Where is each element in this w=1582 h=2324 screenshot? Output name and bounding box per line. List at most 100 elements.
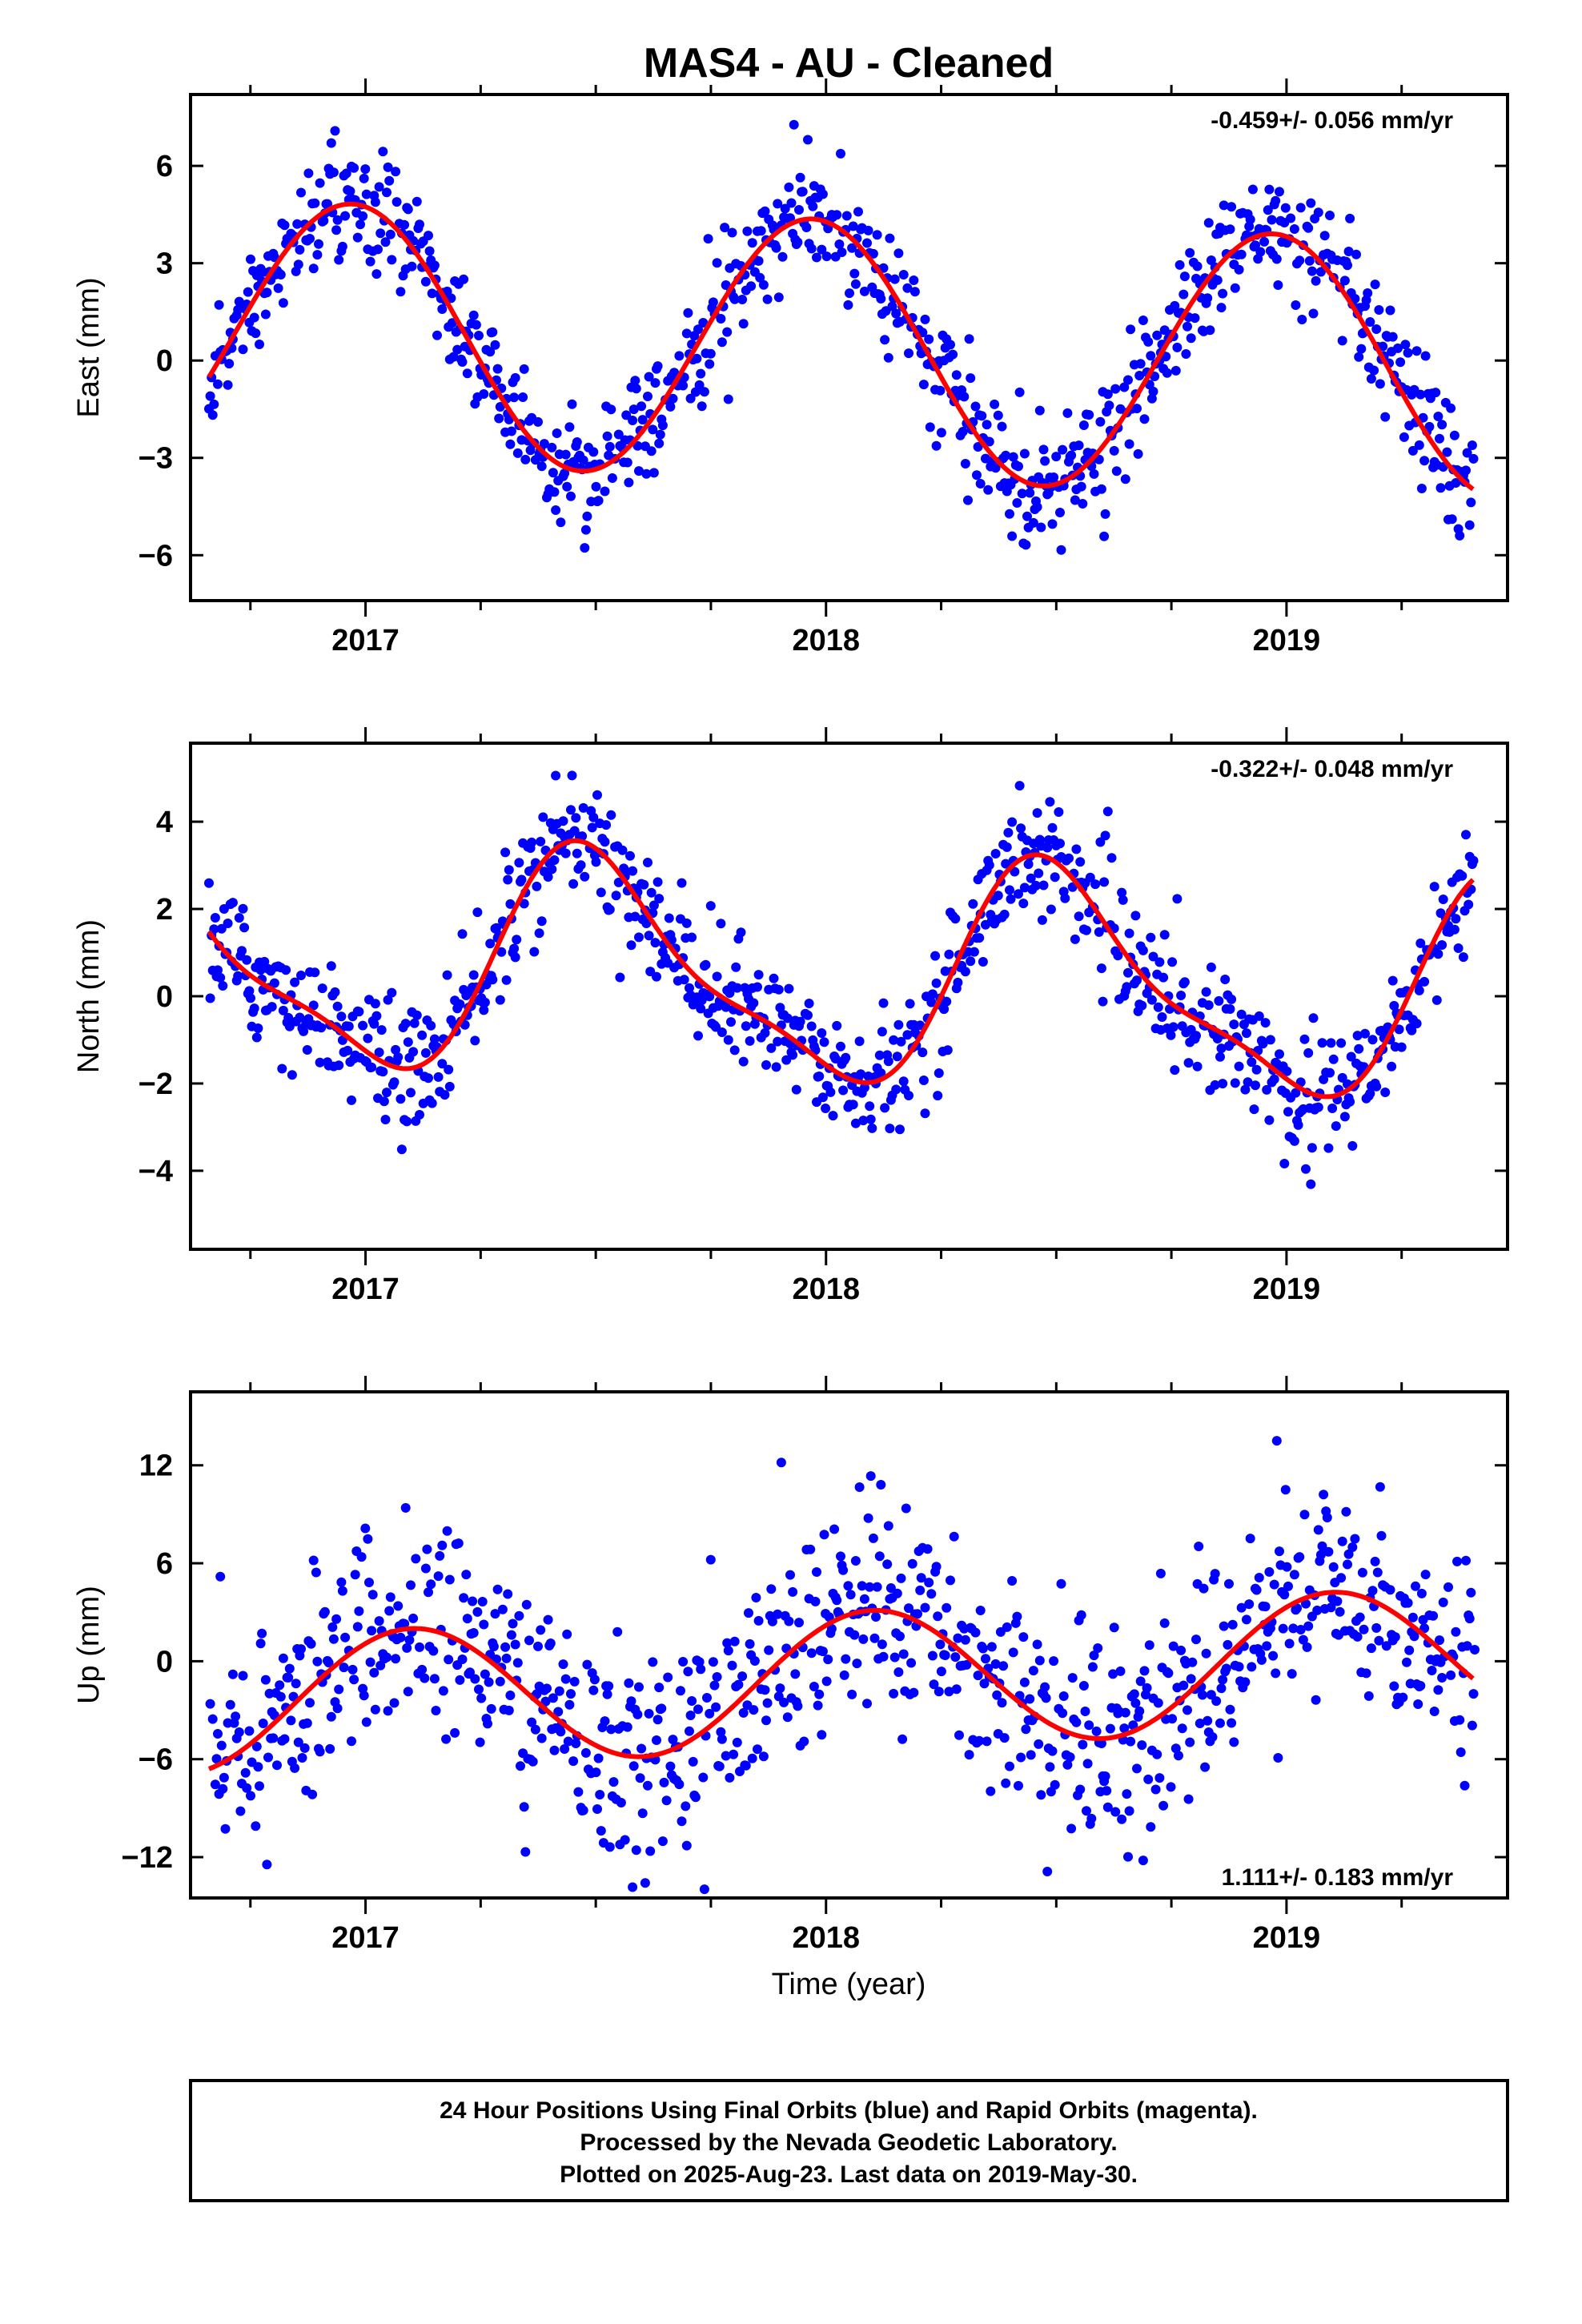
data-point: [1211, 1696, 1222, 1707]
data-point: [1389, 1681, 1399, 1691]
data-point: [552, 428, 562, 438]
data-point: [1293, 1120, 1303, 1130]
data-point: [927, 989, 938, 999]
data-point: [1212, 275, 1223, 285]
data-point: [773, 1036, 783, 1047]
data-point: [1130, 1698, 1141, 1708]
data-point: [604, 904, 615, 915]
data-point: [1326, 1038, 1336, 1048]
data-point: [806, 1648, 817, 1659]
data-point: [1007, 817, 1018, 827]
data-point: [354, 1606, 364, 1616]
data-point: [1203, 293, 1213, 304]
data-point: [1302, 1642, 1312, 1652]
data-point: [1354, 1043, 1364, 1054]
data-point: [1467, 1720, 1477, 1731]
data-point: [1166, 1030, 1176, 1040]
y-tick-label: 4: [156, 806, 173, 839]
data-point: [437, 1059, 448, 1069]
data-point: [361, 189, 371, 199]
data-point: [643, 392, 652, 401]
data-point: [521, 1599, 532, 1610]
data-point: [604, 441, 615, 452]
data-point: [1098, 996, 1108, 1007]
data-point: [962, 1659, 972, 1670]
data-point: [474, 331, 484, 340]
data-point: [1157, 1012, 1167, 1022]
data-point: [1343, 1549, 1354, 1559]
data-point: [505, 1691, 516, 1700]
data-point: [1468, 855, 1479, 866]
data-point: [1315, 1550, 1326, 1560]
data-point: [251, 1741, 262, 1751]
data-point: [876, 1480, 886, 1490]
data-point: [1203, 218, 1214, 228]
data-point: [712, 1672, 722, 1682]
data-point: [1292, 1603, 1302, 1614]
data-point: [1034, 868, 1044, 879]
data-point: [690, 1792, 701, 1803]
data-point: [1325, 211, 1335, 220]
data-point: [207, 410, 218, 420]
data-point: [1299, 1034, 1310, 1044]
data-point: [847, 243, 857, 253]
data-point: [1190, 313, 1200, 324]
data-point: [593, 496, 604, 506]
data-point: [1066, 1823, 1077, 1834]
data-point: [281, 965, 291, 975]
y-axis-label: North (mm): [72, 919, 106, 1073]
data-point: [749, 1656, 760, 1666]
data-point: [654, 438, 665, 448]
data-point: [566, 1689, 576, 1699]
data-point: [780, 203, 790, 214]
data-point: [709, 1680, 720, 1691]
data-point: [1026, 873, 1036, 883]
data-point: [400, 1502, 411, 1513]
data-point: [693, 324, 703, 335]
data-point: [1076, 1610, 1086, 1620]
data-point: [485, 347, 496, 357]
data-point: [1102, 389, 1113, 400]
data-point: [1034, 405, 1045, 416]
data-point: [209, 399, 219, 409]
footer-frame: [189, 2079, 1509, 2202]
data-point: [536, 461, 547, 472]
data-point: [741, 1760, 751, 1771]
data-point: [837, 247, 847, 257]
data-point: [777, 251, 788, 262]
data-point: [699, 1884, 709, 1895]
data-point: [577, 831, 588, 842]
data-point: [417, 1030, 428, 1040]
data-point: [595, 1790, 605, 1799]
data-point: [766, 1584, 777, 1594]
data-point: [1464, 520, 1475, 530]
data-point: [572, 848, 582, 858]
data-point: [601, 820, 612, 830]
data-point: [1325, 1068, 1335, 1078]
data-point: [654, 894, 665, 904]
data-point: [845, 288, 854, 299]
data-point: [220, 1823, 231, 1834]
data-point: [745, 1638, 755, 1649]
data-point: [681, 918, 692, 928]
data-point: [741, 1021, 751, 1031]
data-point: [548, 1693, 558, 1703]
data-point: [1216, 1043, 1227, 1054]
data-point: [1385, 305, 1395, 316]
data-point: [868, 1533, 878, 1543]
data-point: [960, 967, 970, 977]
data-point: [817, 1028, 827, 1038]
data-point: [902, 283, 913, 293]
data-point: [441, 1734, 452, 1744]
data-point: [1307, 266, 1317, 276]
data-point: [246, 993, 255, 1003]
data-point: [1396, 1042, 1407, 1052]
data-point: [1146, 932, 1156, 943]
data-point: [992, 1690, 1002, 1700]
data-point: [854, 1482, 865, 1492]
data-point: [737, 295, 748, 304]
data-point: [729, 1045, 740, 1055]
data-point: [1025, 488, 1035, 498]
data-point: [1186, 1674, 1196, 1684]
data-point: [904, 348, 913, 359]
